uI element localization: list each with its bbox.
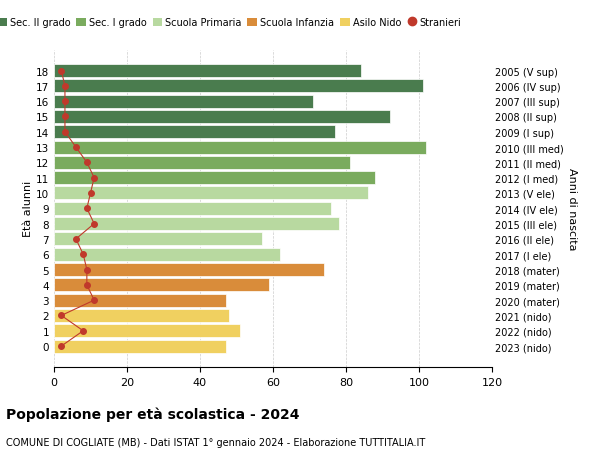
Point bbox=[60, 113, 70, 121]
Text: COMUNE DI COGLIATE (MB) - Dati ISTAT 1° gennaio 2024 - Elaborazione TUTTITALIA.I: COMUNE DI COGLIATE (MB) - Dati ISTAT 1° … bbox=[6, 437, 425, 447]
Bar bbox=[54, 340, 226, 353]
Bar bbox=[54, 325, 240, 337]
Point bbox=[79, 327, 88, 335]
Point bbox=[60, 129, 70, 136]
Bar bbox=[54, 157, 350, 169]
Bar bbox=[54, 263, 324, 276]
Point bbox=[79, 251, 88, 258]
Point bbox=[82, 205, 92, 213]
Point bbox=[89, 220, 99, 228]
Bar bbox=[54, 111, 390, 123]
Point bbox=[82, 159, 92, 167]
Legend: Sec. II grado, Sec. I grado, Scuola Primaria, Scuola Infanzia, Asilo Nido, Stran: Sec. II grado, Sec. I grado, Scuola Prim… bbox=[0, 14, 465, 32]
Point bbox=[82, 266, 92, 274]
Point bbox=[89, 174, 99, 182]
Bar bbox=[54, 141, 426, 154]
Point bbox=[56, 68, 66, 75]
Point bbox=[82, 281, 92, 289]
Bar bbox=[54, 248, 280, 261]
Point bbox=[71, 236, 81, 243]
Bar bbox=[54, 95, 313, 108]
Bar bbox=[54, 233, 262, 246]
Bar bbox=[54, 309, 229, 322]
Bar bbox=[54, 65, 361, 78]
Point bbox=[71, 144, 81, 151]
Point bbox=[89, 297, 99, 304]
Bar bbox=[54, 279, 269, 292]
Bar bbox=[54, 202, 331, 215]
Y-axis label: Anni di nascita: Anni di nascita bbox=[568, 168, 577, 250]
Point bbox=[56, 312, 66, 319]
Point bbox=[86, 190, 95, 197]
Point bbox=[56, 342, 66, 350]
Bar bbox=[54, 80, 422, 93]
Bar bbox=[54, 126, 335, 139]
Bar bbox=[54, 218, 338, 230]
Bar bbox=[54, 187, 368, 200]
Y-axis label: Età alunni: Età alunni bbox=[23, 181, 33, 237]
Bar bbox=[54, 172, 375, 185]
Point bbox=[60, 83, 70, 90]
Bar bbox=[54, 294, 226, 307]
Point bbox=[60, 98, 70, 106]
Text: Popolazione per età scolastica - 2024: Popolazione per età scolastica - 2024 bbox=[6, 406, 299, 421]
